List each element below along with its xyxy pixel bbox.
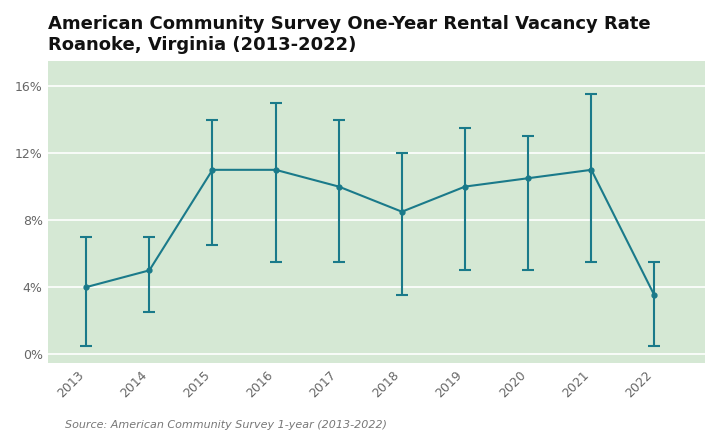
Text: Source: American Community Survey 1-year (2013-2022): Source: American Community Survey 1-year… [65,420,387,430]
Text: American Community Survey One-Year Rental Vacancy Rate
Roanoke, Virginia (2013-2: American Community Survey One-Year Renta… [48,15,651,54]
